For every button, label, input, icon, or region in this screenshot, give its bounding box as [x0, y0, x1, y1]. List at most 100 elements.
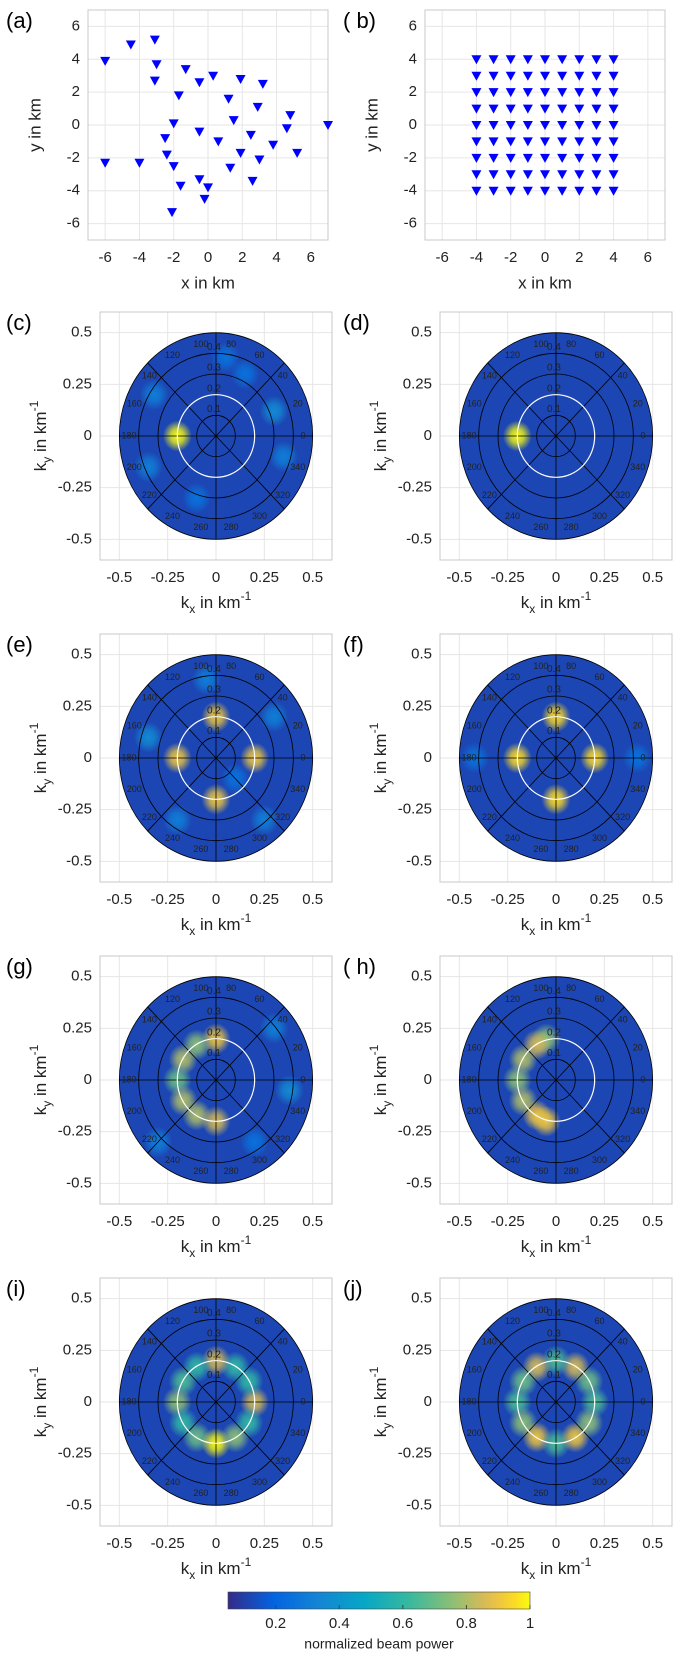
x-tick-label: 0.25 — [590, 569, 619, 586]
radial-tick-label: 0.4 — [207, 986, 221, 997]
angle-tick-label: 200 — [467, 1106, 482, 1116]
reference-circle — [176, 1360, 256, 1444]
angle-tick-label: 280 — [564, 1488, 579, 1498]
radial-tick-label: 0.3 — [207, 1329, 221, 1340]
x-tick-label: 0.5 — [302, 891, 323, 908]
angle-tick-label: 60 — [594, 1316, 604, 1326]
station-marker — [557, 121, 568, 130]
label-superscript: -1 — [241, 1233, 252, 1247]
angle-tick-label: 340 — [630, 1428, 645, 1438]
angle-tick-label: 260 — [193, 844, 208, 854]
y-tick-label: 4 — [72, 50, 80, 67]
beam-power-map — [162, 1345, 270, 1459]
x-tick-label: 0 — [212, 891, 220, 908]
label-superscript: -1 — [27, 1044, 41, 1055]
y-tick-label: 2 — [72, 83, 80, 100]
station-marker — [591, 104, 602, 114]
x-axis-label: kx in km-1 — [181, 1555, 252, 1582]
angle-tick-label: 180 — [121, 1396, 136, 1406]
panel-label: (j) — [343, 1276, 363, 1301]
label-superscript: -1 — [581, 589, 592, 603]
y-tick-label: -0.25 — [398, 479, 432, 496]
y-tick-label: -0.5 — [66, 1496, 92, 1513]
label-superscript: -1 — [581, 1233, 592, 1247]
radial-tick-label: 0.2 — [547, 1349, 561, 1360]
label-text: in km — [371, 1055, 390, 1100]
label-subscript: y — [40, 457, 54, 463]
angle-tick-label: 220 — [142, 1134, 157, 1144]
station-marker — [540, 170, 550, 180]
angle-tick-label: 100 — [533, 1305, 548, 1315]
radial-tick-label: 0.1 — [207, 404, 221, 415]
x-tick-label: -4 — [470, 249, 483, 266]
radial-tick-label: 0.2 — [207, 383, 221, 394]
radial-tick-label: 0.1 — [207, 726, 221, 737]
label-base: k — [371, 784, 390, 793]
y-tick-label: -0.5 — [406, 530, 432, 547]
y-tick-label: -4 — [404, 182, 417, 199]
polar-spoke — [555, 435, 625, 510]
y-tick-label: -0.25 — [58, 801, 92, 818]
y-tick-label: 0.25 — [403, 1019, 432, 1036]
y-tick-label: 0 — [424, 749, 432, 766]
station-marker — [574, 153, 585, 163]
colorbar-tick-label: 0.2 — [265, 1615, 286, 1632]
station-marker — [540, 104, 550, 114]
radial-tick-label: 0.4 — [547, 1308, 561, 1319]
angle-tick-label: 340 — [630, 784, 645, 794]
polar-spoke — [487, 757, 557, 832]
radial-tick-label: 0.4 — [207, 342, 221, 353]
x-tick-label: 0.5 — [642, 1535, 663, 1552]
radial-tick-label: 0.3 — [207, 685, 221, 696]
angle-tick-label: 180 — [121, 752, 136, 762]
y-axis-label: ky in km-1 — [367, 722, 394, 793]
angle-tick-label: 180 — [461, 752, 476, 762]
station-marker — [505, 170, 516, 180]
radial-tick-label: 0.4 — [207, 664, 221, 675]
polar-spoke — [555, 684, 625, 759]
angle-tick-label: 240 — [505, 1477, 520, 1487]
station-marker — [574, 137, 585, 147]
radial-tick-label: 0.4 — [547, 664, 561, 675]
polar-spoke — [555, 362, 625, 437]
label-base: k — [521, 1237, 530, 1256]
station-marker — [591, 153, 602, 163]
radial-tick-label: 0.3 — [547, 685, 561, 696]
angle-tick-label: 220 — [482, 812, 497, 822]
angle-tick-label: 60 — [594, 994, 604, 1004]
angle-tick-label: 80 — [226, 661, 236, 671]
y-tick-label: -0.5 — [406, 1496, 432, 1513]
x-axis-label: kx in km-1 — [521, 1233, 592, 1260]
polar-spoke — [215, 435, 285, 510]
station-marker — [488, 88, 499, 98]
y-tick-label: 0.5 — [71, 1290, 92, 1307]
polar-spoke — [147, 684, 217, 759]
polar-spoke — [147, 1401, 217, 1476]
angle-tick-label: 220 — [482, 1134, 497, 1144]
panel-label: (e) — [6, 632, 33, 657]
radial-tick-label: 0.1 — [547, 1048, 561, 1059]
label-text: in km — [535, 593, 580, 612]
station-marker — [557, 170, 568, 180]
station-marker — [574, 104, 585, 114]
reference-circle — [176, 716, 256, 800]
station-marker — [574, 170, 585, 180]
y-tick-label: 0.5 — [71, 324, 92, 341]
x-axis-label: kx in km-1 — [521, 1555, 592, 1582]
label-text: in km — [195, 1559, 240, 1578]
y-tick-label: 4 — [409, 50, 417, 67]
y-tick-label: -0.25 — [58, 479, 92, 496]
angle-tick-label: 40 — [618, 371, 628, 381]
x-tick-label: -0.5 — [106, 1535, 132, 1552]
station-marker — [591, 71, 602, 81]
radial-tick-label: 0.3 — [547, 1329, 561, 1340]
angle-tick-label: 100 — [533, 661, 548, 671]
station-marker — [608, 170, 619, 180]
beam-peak — [234, 1407, 264, 1439]
angle-tick-label: 200 — [127, 784, 142, 794]
y-tick-label: 0.5 — [411, 646, 432, 663]
label-base: k — [521, 593, 530, 612]
angle-tick-label: 80 — [226, 1305, 236, 1315]
angle-tick-label: 0 — [640, 430, 645, 440]
